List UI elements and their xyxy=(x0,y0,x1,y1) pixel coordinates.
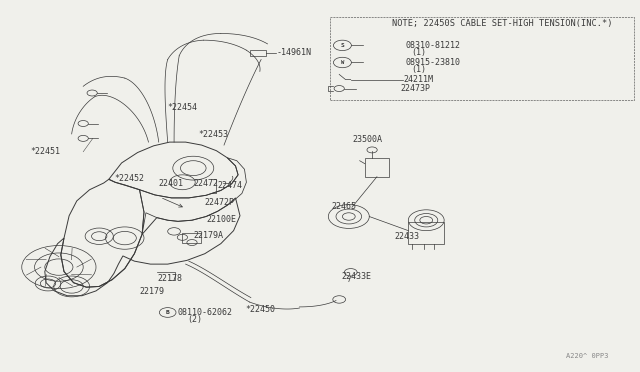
Bar xyxy=(182,233,201,243)
Text: *22450: *22450 xyxy=(246,305,276,314)
Text: NOTE; 22450S CABLE SET-HIGH TENSION(INC.*): NOTE; 22450S CABLE SET-HIGH TENSION(INC.… xyxy=(392,19,612,28)
Text: (1): (1) xyxy=(412,65,426,74)
Text: 22473P: 22473P xyxy=(400,84,430,93)
Text: 22465: 22465 xyxy=(332,202,356,211)
Text: S: S xyxy=(340,43,344,48)
Text: 23500A: 23500A xyxy=(352,135,382,144)
Text: (1): (1) xyxy=(412,48,426,57)
Text: 24211M: 24211M xyxy=(403,75,433,84)
Bar xyxy=(408,222,444,244)
Text: 22100E: 22100E xyxy=(206,215,236,224)
Bar xyxy=(330,17,634,100)
Text: 22179: 22179 xyxy=(140,287,164,296)
Text: 08310-81212: 08310-81212 xyxy=(406,41,461,50)
Text: 22401: 22401 xyxy=(159,179,184,188)
Text: 08110-62062: 08110-62062 xyxy=(178,308,233,317)
Text: 22178: 22178 xyxy=(157,274,182,283)
Bar xyxy=(365,158,389,177)
Text: B: B xyxy=(166,310,170,315)
Text: -14961N: -14961N xyxy=(276,48,312,57)
Text: 08915-23810: 08915-23810 xyxy=(406,58,461,67)
Text: W: W xyxy=(340,60,344,65)
Text: 22433E: 22433E xyxy=(342,272,372,280)
Text: 22472: 22472 xyxy=(193,179,218,188)
Text: *22451: *22451 xyxy=(31,147,61,156)
Text: 22472P: 22472P xyxy=(205,198,235,207)
Text: *22453: *22453 xyxy=(198,130,228,139)
Text: 22179A: 22179A xyxy=(193,231,223,240)
Text: 22474: 22474 xyxy=(218,182,243,190)
Text: *22452: *22452 xyxy=(114,174,144,183)
Text: 22433: 22433 xyxy=(394,232,419,241)
Text: *22454: *22454 xyxy=(168,103,198,112)
Bar xyxy=(250,50,266,56)
Text: A220^ 0PP3: A220^ 0PP3 xyxy=(566,353,608,359)
Text: (2): (2) xyxy=(187,315,202,324)
